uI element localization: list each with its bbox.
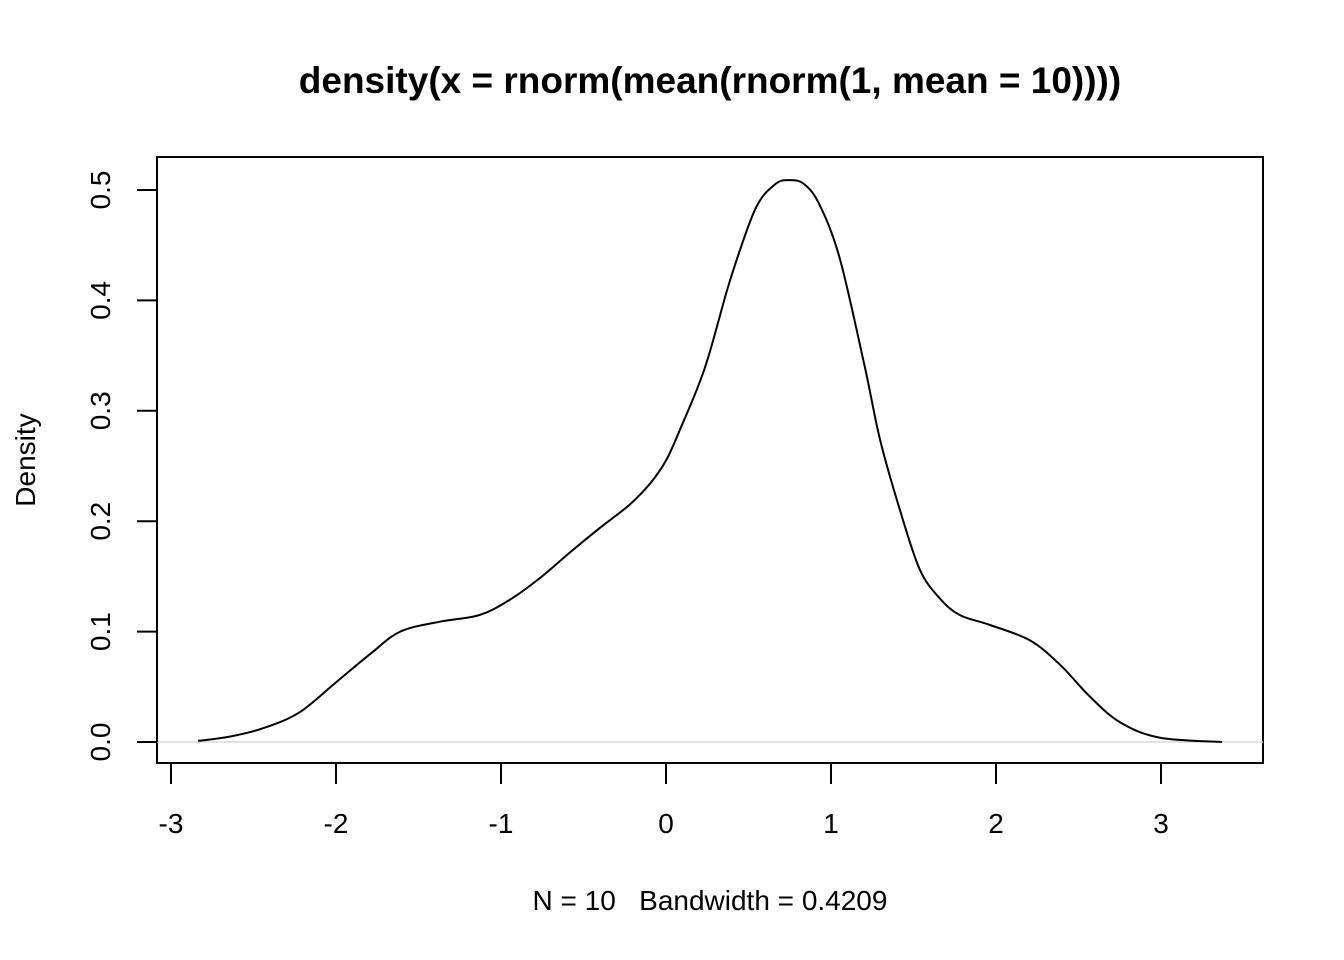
x-tick-label: 0	[658, 808, 674, 839]
x-tick-label: 2	[988, 808, 1004, 839]
y-tick-label: 0.4	[85, 281, 116, 320]
y-tick-label: 0.3	[85, 391, 116, 430]
x-tick-label: -1	[489, 808, 514, 839]
x-tick-label: 1	[823, 808, 839, 839]
y-tick-label: 0.2	[85, 502, 116, 541]
x-axis-label: N = 10 Bandwidth = 0.4209	[533, 885, 888, 916]
x-axis: -3 -2 -1 0 1 2 3	[159, 762, 1169, 839]
y-axis: 0.0 0.1 0.2 0.3 0.4 0.5	[85, 171, 158, 762]
y-tick-label: 0.1	[85, 612, 116, 651]
plot-frame	[156, 156, 1264, 764]
x-tick-label: -2	[324, 808, 349, 839]
x-tick-label: 3	[1153, 808, 1169, 839]
chart-title: density(x = rnorm(mean(rnorm(1, mean = 1…	[299, 60, 1121, 101]
density-curve	[197, 179, 1223, 743]
y-axis-label: Density	[10, 413, 41, 506]
x-tick-label: -3	[159, 808, 184, 839]
y-tick-label: 0.0	[85, 723, 116, 762]
y-tick-label: 0.5	[85, 171, 116, 210]
